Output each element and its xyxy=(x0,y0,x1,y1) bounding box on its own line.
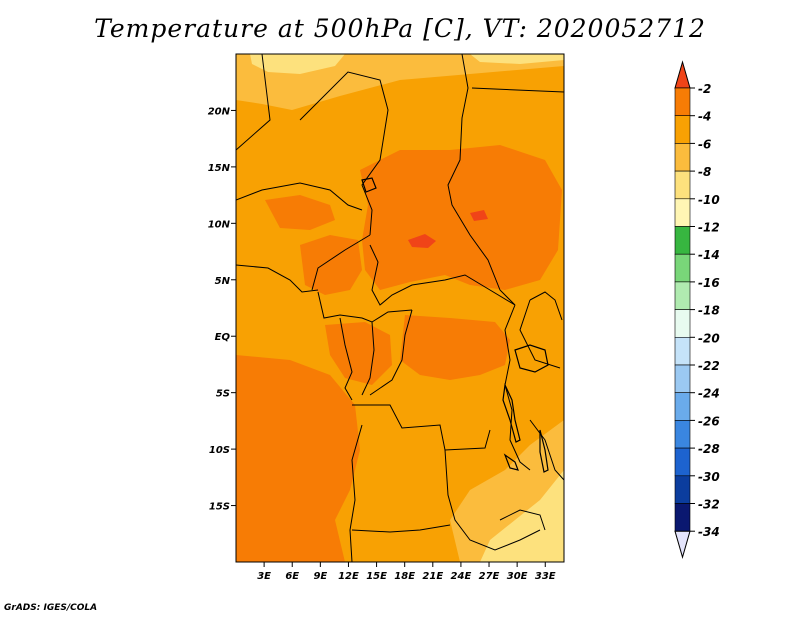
lat-tick-label: 15S xyxy=(209,502,230,513)
border-line xyxy=(236,54,271,151)
colorbar-swatch xyxy=(674,226,691,255)
lat-tick-label: 10S xyxy=(209,445,230,456)
field-zone-minus-4-gabon xyxy=(325,322,392,385)
border-line xyxy=(447,54,516,306)
lake-malawi xyxy=(539,429,549,473)
lon-tick-label: 33E xyxy=(535,571,556,582)
border-line xyxy=(529,291,563,321)
colorbar-bottom-arrow xyxy=(674,530,691,560)
border-line xyxy=(352,404,491,451)
lat-tick-label: 15N xyxy=(208,163,231,174)
colorbar-label: -32 xyxy=(698,498,720,512)
colorbar-swatch xyxy=(674,143,691,172)
lat-tick-label: 5N xyxy=(215,276,231,287)
border-line xyxy=(499,509,546,531)
colorbar-label: -6 xyxy=(698,137,711,151)
axis-ticks: 3E 6E 9E 12E 15E 18E 21E 24E 27E 30E 33E 20N 15N 10N 5… xyxy=(208,106,556,582)
colorbar-swatch xyxy=(674,392,691,421)
colorbar-swatch xyxy=(674,475,691,504)
border-line xyxy=(317,291,413,323)
border-line xyxy=(339,317,353,401)
credit-text: GrADS: IGES/COLA xyxy=(4,603,98,613)
lon-tick-label: 9E xyxy=(313,571,327,582)
lake-tanganyika xyxy=(502,382,521,443)
colorbar-label: -20 xyxy=(698,331,720,345)
border-line xyxy=(236,264,319,293)
border-line xyxy=(361,321,375,396)
colorbar-label: -10 xyxy=(698,193,720,207)
colorbar-swatch xyxy=(674,447,691,477)
colorbar-swatch xyxy=(674,364,691,394)
border-line xyxy=(299,71,389,236)
colorbar-swatch xyxy=(674,198,691,227)
colorbar-label: -28 xyxy=(698,442,720,456)
colorbar-top-arrow xyxy=(674,60,691,89)
field-zone-minus-2-spot xyxy=(408,234,436,248)
temperature-field xyxy=(236,54,564,562)
field-zone-minus-4-southwest xyxy=(236,355,360,562)
colorbar-swatch xyxy=(674,309,691,338)
lon-tick-label: 12E xyxy=(338,571,359,582)
colorbar-label: -14 xyxy=(698,248,720,262)
lake-chad xyxy=(361,177,377,193)
colorbar-swatch xyxy=(674,253,691,283)
border-line xyxy=(529,419,564,481)
colorbar-label: -4 xyxy=(698,110,711,124)
field-zone-minus-10-southeast xyxy=(480,470,564,562)
lon-tick-label: 18E xyxy=(394,571,415,582)
field-zone-minus-2-spot xyxy=(470,210,488,221)
colorbar-swatch xyxy=(674,170,691,200)
lon-tick-label: 30E xyxy=(507,571,528,582)
border-line xyxy=(349,424,363,562)
colorbar-label: -34 xyxy=(698,525,720,539)
country-borders xyxy=(236,54,564,562)
colorbar-label: -8 xyxy=(698,165,711,179)
lake-outlines xyxy=(361,177,549,473)
border-line xyxy=(311,234,371,291)
map-title: Temperature at 500hPa [C], VT: 202005271… xyxy=(94,14,706,43)
field-zone-minus-4-central xyxy=(360,145,562,290)
colorbar-swatch xyxy=(674,336,691,366)
lat-tick-label: 20N xyxy=(208,106,231,117)
colorbar-label: -2 xyxy=(698,82,711,96)
lat-tick-label: 10N xyxy=(208,219,231,230)
colorbar-label: -24 xyxy=(698,387,720,401)
colorbar: -2 -4 -6 -8 -10 -12 -14 -16 -18 -20 -22 -24 -26 -28 -3… xyxy=(674,60,720,560)
lat-tick-label: EQ xyxy=(215,332,231,343)
colorbar-swatch xyxy=(674,503,691,532)
lon-tick-label: 27E xyxy=(479,571,500,582)
colorbar-swatch xyxy=(674,281,691,310)
colorbar-label: -16 xyxy=(698,276,720,290)
border-line xyxy=(471,87,564,93)
lake-victoria xyxy=(514,344,549,373)
border-line xyxy=(504,304,531,471)
colorbar-label: -22 xyxy=(698,359,720,373)
colorbar-swatch xyxy=(674,87,691,117)
colorbar-label: -30 xyxy=(698,470,720,484)
field-zone-minus-4-west xyxy=(300,235,362,295)
field-zone-minus-10-north xyxy=(250,54,345,74)
colorbar-label: -12 xyxy=(698,221,720,235)
colorbar-label: -26 xyxy=(698,414,720,428)
field-zone-minus-10-northeast xyxy=(470,54,564,64)
field-zone-minus-4-congo xyxy=(400,315,510,380)
lon-tick-label: 15E xyxy=(366,571,387,582)
lon-tick-label: 21E xyxy=(422,571,443,582)
lat-tick-label: 5S xyxy=(216,389,230,400)
colorbar-label: -18 xyxy=(698,304,720,318)
lon-tick-label: 24E xyxy=(451,571,472,582)
field-zone-minus-4-sahel xyxy=(265,195,335,230)
lon-tick-label: 6E xyxy=(285,571,299,582)
lon-tick-label: 3E xyxy=(257,571,271,582)
border-line xyxy=(444,449,541,551)
border-line xyxy=(351,524,451,533)
lake-kariba xyxy=(503,453,519,471)
colorbar-swatch xyxy=(674,420,691,449)
colorbar-swatch xyxy=(674,115,691,144)
plot-frame xyxy=(235,53,565,563)
border-line xyxy=(369,309,413,396)
border-line xyxy=(236,182,363,211)
border-line xyxy=(369,244,516,306)
